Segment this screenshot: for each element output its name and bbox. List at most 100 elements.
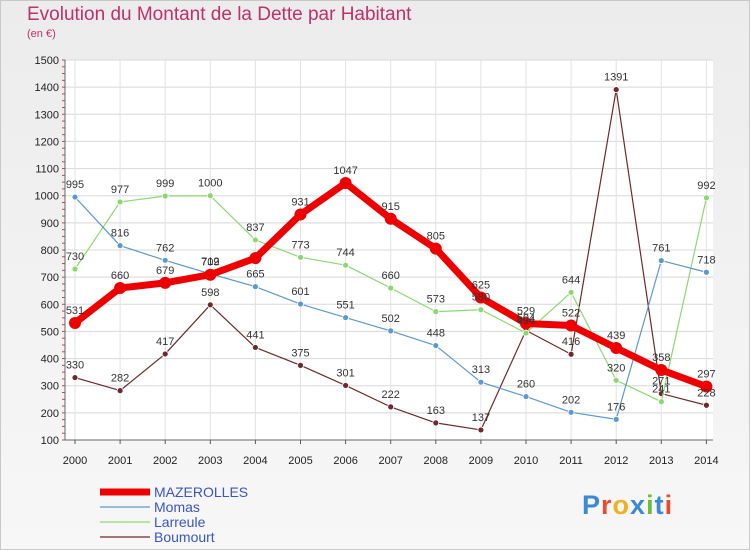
data-label: 228 bbox=[697, 387, 715, 399]
y-tick-label: 1100 bbox=[35, 164, 59, 176]
data-point bbox=[297, 253, 304, 261]
x-tick-label: 2004 bbox=[243, 455, 267, 467]
data-label: 176 bbox=[607, 401, 625, 413]
y-tick-label: 300 bbox=[41, 381, 59, 393]
data-point bbox=[339, 176, 352, 189]
data-label: 358 bbox=[652, 352, 670, 364]
data-label: 999 bbox=[156, 178, 174, 190]
data-label: 502 bbox=[382, 313, 400, 325]
data-label: 709 bbox=[201, 257, 219, 269]
data-label: 163 bbox=[427, 405, 445, 417]
data-label: 995 bbox=[66, 179, 84, 191]
data-label: 644 bbox=[562, 274, 580, 286]
y-tick-label: 600 bbox=[41, 299, 59, 311]
data-point bbox=[116, 242, 124, 250]
y-tick-label: 900 bbox=[41, 218, 59, 230]
data-point bbox=[567, 408, 575, 416]
data-point bbox=[703, 194, 710, 202]
data-point bbox=[342, 382, 350, 389]
x-tick-label: 2005 bbox=[288, 455, 312, 467]
data-label: 805 bbox=[427, 231, 445, 243]
data-label: 301 bbox=[336, 367, 354, 379]
data-point bbox=[116, 198, 124, 206]
data-point bbox=[477, 306, 485, 314]
data-point bbox=[251, 344, 259, 351]
data-point bbox=[567, 288, 575, 296]
data-label: 816 bbox=[111, 228, 129, 240]
data-point bbox=[610, 341, 623, 354]
chart-title: Evolution du Montant de la Dette par Hab… bbox=[27, 4, 412, 25]
data-point bbox=[657, 257, 665, 264]
data-point bbox=[161, 350, 169, 358]
data-point bbox=[342, 314, 350, 321]
data-label: 448 bbox=[427, 328, 445, 340]
y-tick-label: 400 bbox=[41, 354, 59, 366]
data-label: 598 bbox=[201, 287, 219, 299]
data-label: 718 bbox=[697, 254, 715, 266]
data-point bbox=[429, 242, 442, 255]
x-tick-label: 2014 bbox=[694, 455, 718, 467]
data-label: 1047 bbox=[333, 165, 357, 177]
y-tick-label: 500 bbox=[41, 326, 59, 338]
data-label: 660 bbox=[111, 270, 129, 282]
chart-data-labels: 330 282 417 598 441 375 301 222 163 137 504 416 1391… bbox=[66, 72, 716, 424]
chart-series bbox=[69, 86, 713, 434]
data-point bbox=[703, 268, 710, 276]
data-point bbox=[387, 403, 395, 411]
data-point bbox=[432, 342, 440, 349]
data-point bbox=[297, 300, 304, 308]
data-label: 660 bbox=[382, 270, 400, 282]
data-label: 573 bbox=[427, 294, 445, 306]
data-point bbox=[522, 393, 530, 400]
data-label: 992 bbox=[697, 180, 715, 192]
data-label: 260 bbox=[517, 379, 535, 391]
logo-letter: P bbox=[582, 490, 602, 520]
data-point bbox=[703, 401, 710, 409]
x-tick-label: 2000 bbox=[63, 455, 87, 467]
y-tick-label: 1200 bbox=[35, 136, 59, 148]
data-label: 529 bbox=[517, 306, 535, 318]
data-point bbox=[294, 208, 307, 221]
chart-subtitle: (en €) bbox=[27, 28, 56, 40]
logo-letter: r bbox=[601, 490, 613, 520]
data-point bbox=[567, 350, 575, 358]
y-tick-label: 100 bbox=[41, 435, 59, 447]
data-label: 282 bbox=[111, 373, 129, 385]
data-point bbox=[159, 276, 172, 289]
data-label: 202 bbox=[562, 394, 580, 406]
y-tick-label: 1000 bbox=[35, 191, 59, 203]
logo-letter: t bbox=[654, 490, 665, 520]
data-label: 271 bbox=[652, 376, 670, 388]
x-tick-label: 2012 bbox=[604, 455, 628, 467]
data-label: 1391 bbox=[604, 72, 628, 84]
logo-letter: o bbox=[612, 490, 631, 520]
data-point bbox=[432, 419, 440, 427]
data-label: 137 bbox=[472, 412, 490, 424]
data-label: 712 bbox=[201, 256, 219, 268]
x-tick-label: 2002 bbox=[153, 455, 177, 467]
data-label: 601 bbox=[291, 286, 309, 298]
x-tick-label: 2003 bbox=[198, 455, 222, 467]
data-point bbox=[69, 317, 81, 330]
data-label: 744 bbox=[336, 247, 354, 259]
x-tick-label: 2007 bbox=[378, 455, 402, 467]
data-point bbox=[387, 284, 395, 292]
data-point bbox=[204, 268, 217, 281]
legend-label: Boumourt bbox=[154, 529, 215, 545]
data-point bbox=[71, 193, 79, 201]
logo-letter: i bbox=[664, 490, 674, 520]
x-tick-label: 2013 bbox=[649, 455, 673, 467]
data-label: 375 bbox=[291, 347, 309, 359]
x-tick-label: 2001 bbox=[108, 455, 132, 467]
data-label: 441 bbox=[246, 329, 264, 341]
data-label: 730 bbox=[66, 251, 84, 263]
data-label: 915 bbox=[382, 201, 400, 213]
data-point bbox=[477, 378, 485, 386]
data-point bbox=[655, 363, 668, 376]
data-point bbox=[114, 282, 127, 294]
data-label: 222 bbox=[382, 389, 400, 401]
data-point bbox=[161, 192, 169, 200]
data-label: 773 bbox=[291, 239, 309, 251]
data-point bbox=[71, 374, 79, 381]
legend-label: Momas bbox=[154, 499, 200, 515]
